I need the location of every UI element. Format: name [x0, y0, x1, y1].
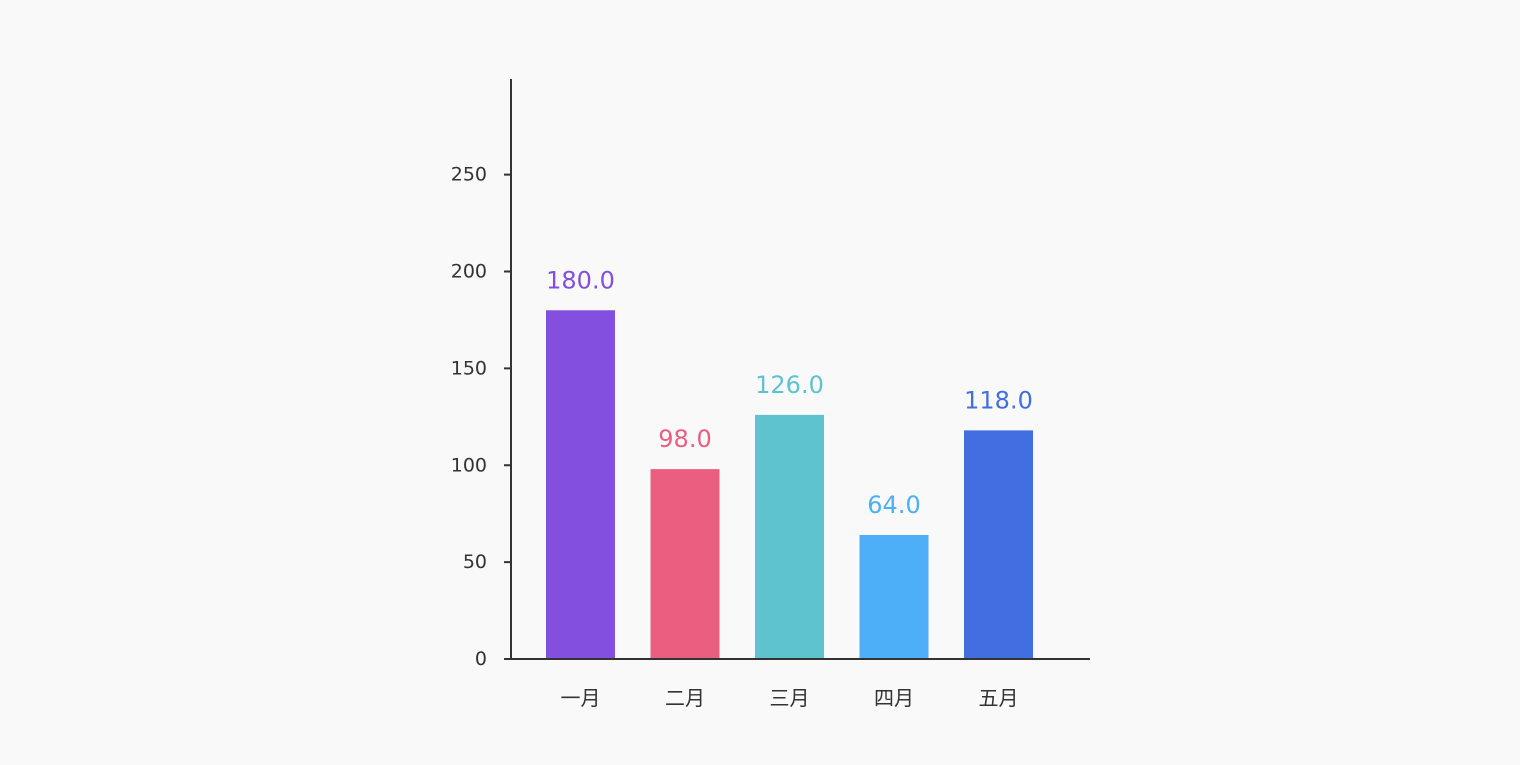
y-axis-ticks: 0 50 100 150 200 250 — [451, 164, 511, 670]
x-tick-label: 五月 — [979, 686, 1019, 710]
x-tick-label: 三月 — [770, 686, 810, 710]
bar — [964, 430, 1033, 659]
x-tick-label: 一月 — [561, 686, 601, 710]
bar-value-label: 180.0 — [546, 266, 615, 294]
x-tick-label: 四月 — [874, 686, 914, 710]
y-tick-label: 200 — [451, 261, 487, 283]
x-tick-label: 二月 — [665, 686, 705, 710]
y-tick-label: 250 — [451, 164, 487, 186]
y-tick-label: 150 — [451, 357, 487, 379]
bars-layer — [546, 310, 1033, 659]
value-labels-layer: 180.0 98.0 126.0 64.0 118.0 — [546, 266, 1033, 519]
y-tick-label: 50 — [463, 551, 487, 573]
bar — [755, 414, 824, 659]
bar-value-label: 126.0 — [755, 371, 824, 399]
y-tick-label: 100 — [451, 454, 487, 476]
x-axis-labels: 一月 二月 三月 四月 五月 — [561, 686, 1019, 710]
bar-value-label: 98.0 — [658, 425, 711, 453]
bar — [859, 535, 929, 659]
bar-value-label: 118.0 — [964, 386, 1033, 414]
bar-value-label: 64.0 — [867, 491, 920, 519]
bar — [650, 469, 720, 659]
bar — [546, 310, 615, 659]
y-tick-label: 0 — [475, 648, 487, 670]
